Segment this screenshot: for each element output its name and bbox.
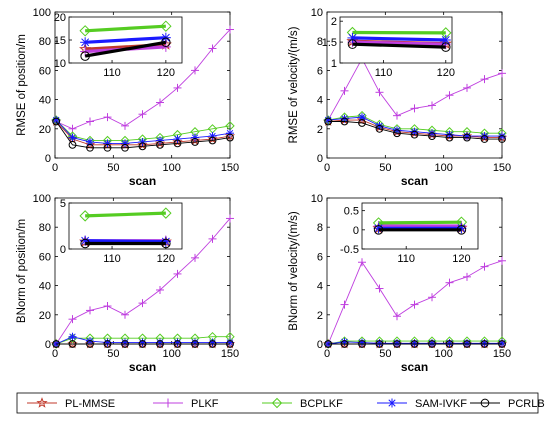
y-tick-label: 0 (317, 339, 323, 351)
y-tick-label: 0 (45, 153, 51, 165)
x-tick-label: 150 (493, 162, 511, 174)
x-axis-label: scan (401, 360, 428, 374)
inset-y-tick-label: 1.5 (322, 37, 337, 49)
inset-y-tick-label: 20 (54, 12, 66, 24)
inset-x-tick-label: 110 (397, 253, 415, 265)
y-tick-label: 0 (317, 153, 323, 165)
inset-x-tick-label: 120 (452, 253, 470, 265)
x-tick-label: 50 (379, 162, 391, 174)
inset-y-tick-label: 15 (54, 35, 66, 47)
inset-series-line (352, 38, 445, 40)
y-tick-label: 6 (317, 251, 323, 263)
y-tick-label: 60 (39, 251, 51, 263)
inset-x-tick-label: 110 (103, 67, 121, 79)
y-tick-label: 8 (317, 222, 323, 234)
y-tick-label: 20 (39, 310, 51, 322)
y-axis-label: RMSE of position/m (16, 34, 28, 136)
legend-label: PLKF (191, 398, 219, 410)
y-axis-label: RMSE of velocity/(m/s) (288, 26, 300, 143)
inset-x-tick-label: 120 (437, 67, 455, 79)
y-tick-label: 80 (39, 36, 51, 48)
inset-y-tick-label: 0.5 (344, 206, 359, 218)
x-axis-label: scan (129, 360, 156, 374)
inset-y-tick-label: 2 (331, 16, 337, 28)
x-tick-label: 0 (52, 348, 58, 360)
x-tick-label: 50 (107, 162, 119, 174)
y-tick-label: 2 (317, 310, 323, 322)
x-tick-label: 50 (379, 348, 391, 360)
x-tick-label: 150 (221, 348, 239, 360)
y-axis-label: BNorm of velocity/(m/s) (288, 211, 300, 331)
x-tick-label: 100 (162, 162, 180, 174)
inset-data-point (80, 37, 90, 47)
legend-label: BCPLKF (300, 398, 343, 410)
y-tick-label: 40 (39, 281, 51, 293)
y-tick-label: 0 (45, 339, 51, 351)
y-tick-label: 100 (33, 7, 51, 19)
inset-y-tick-label: -0.5 (340, 244, 359, 256)
y-tick-label: 10 (311, 7, 323, 19)
x-tick-label: 150 (221, 162, 239, 174)
inset-x-tick-label: 120 (157, 253, 175, 265)
x-tick-label: 100 (162, 348, 180, 360)
y-tick-label: 2 (317, 124, 323, 136)
x-tick-label: 0 (52, 162, 58, 174)
y-tick-label: 100 (33, 193, 51, 205)
y-tick-label: 20 (39, 124, 51, 136)
legend-marker (388, 399, 397, 408)
x-tick-label: 100 (434, 162, 452, 174)
inset-x-tick-label: 110 (375, 67, 393, 79)
legend-label: PCRLB (508, 398, 545, 410)
x-tick-label: 0 (324, 162, 330, 174)
y-tick-label: 10 (311, 193, 323, 205)
x-tick-label: 100 (434, 348, 452, 360)
x-tick-label: 150 (493, 348, 511, 360)
y-tick-label: 6 (317, 65, 323, 77)
inset-series-line (379, 222, 462, 223)
inset-x-tick-label: 120 (157, 67, 175, 79)
y-tick-label: 40 (39, 95, 51, 107)
legend: PL-MMSE PLKF BCPLKF SAM-IVKF PCRLB (17, 393, 545, 413)
inset-y-tick-label: 1 (331, 58, 337, 70)
y-tick-label: 4 (317, 95, 323, 107)
x-tick-label: 50 (107, 348, 119, 360)
x-axis-label: scan (401, 174, 428, 188)
inset-y-tick-label: 0 (353, 225, 359, 237)
legend-label: SAM-IVKF (415, 398, 467, 410)
legend-label: PL-MMSE (65, 398, 115, 410)
inset-data-point (441, 35, 451, 45)
x-axis-label: scan (129, 174, 156, 188)
y-axis-label: BNorm of position/m (16, 219, 28, 323)
inset-series-line (85, 241, 166, 242)
y-tick-label: 80 (39, 222, 51, 234)
data-point (69, 333, 77, 341)
inset-x-tick-label: 110 (103, 253, 121, 265)
y-tick-label: 60 (39, 65, 51, 77)
inset-y-tick-label: 0 (60, 244, 66, 256)
inset-y-tick-label: 5 (60, 198, 66, 210)
x-tick-label: 0 (324, 348, 330, 360)
y-tick-label: 4 (317, 281, 323, 293)
inset-y-tick-label: 10 (54, 58, 66, 70)
